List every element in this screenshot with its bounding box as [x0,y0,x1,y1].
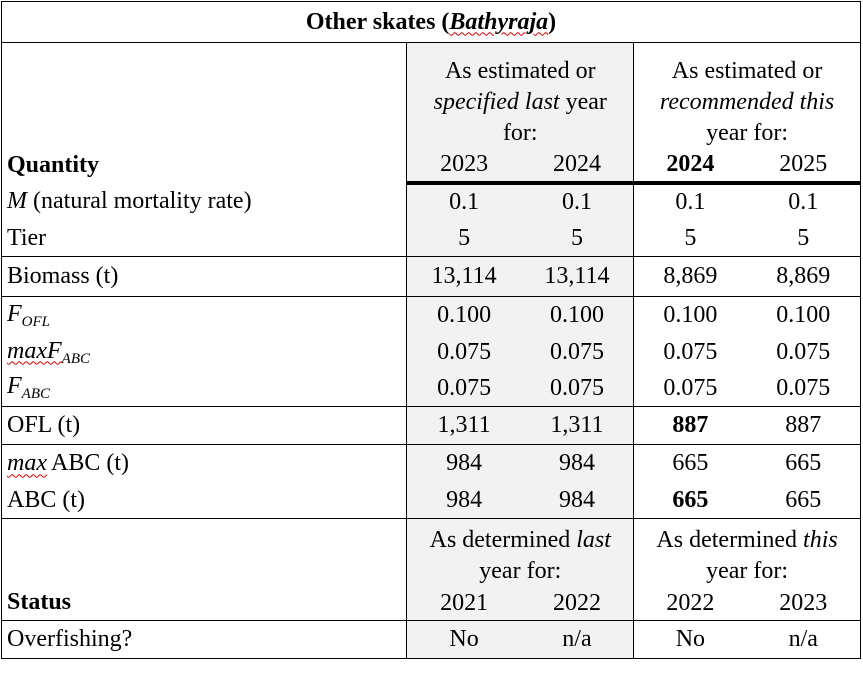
cell: 665 [746,482,861,519]
cell: 887 [746,406,861,445]
cell: 5 [406,220,521,257]
table-row: FOFL 0.100 0.100 0.100 0.100 [0,296,861,335]
cell: 0.075 [746,334,861,371]
cell: 0.1 [406,182,521,221]
cell: 0.100 [633,296,747,335]
cell: 0.075 [520,370,635,407]
table-row: Biomass (t) 13,114 13,114 8,869 8,869 [0,256,861,297]
status-this-header: As determined this year for: [633,518,861,587]
cell: n/a [746,620,861,659]
cell: No [633,620,747,659]
cell: 1,311 [520,406,635,445]
row-label: max ABC (t) [0,444,408,483]
cell: 984 [406,444,521,483]
cell: 0.075 [520,334,635,371]
cell: 887 [633,406,747,445]
row-label: OFL (t) [0,406,408,445]
cell: 0.075 [633,370,747,407]
row-label: maxFABC [0,334,408,371]
cell: 984 [520,444,635,483]
table-row: Overfishing? No n/a No n/a [0,620,861,659]
cell: 8,869 [746,256,861,297]
year-header: 2024 [520,148,635,185]
status-last-header: As determined last year for: [406,518,635,587]
quantity-header-row: Quantity As estimated or specified last … [0,42,861,183]
status-header-row: Status As determined last year for: As d… [0,518,861,621]
year-header: 2025 [746,148,861,185]
cell: 984 [520,482,635,519]
year-header: 2024 [633,148,747,185]
cell: No [406,620,521,659]
cell: 5 [633,220,747,257]
harvest-spec-table: Other skates (Bathyraja) Quantity As est… [0,1,861,659]
cell: 5 [520,220,635,257]
cell: 0.1 [746,182,861,221]
year-header: 2023 [406,148,521,185]
table-title: Other skates (Bathyraja) [1,1,861,43]
title-row: Other skates (Bathyraja) [1,1,861,43]
cell: 984 [406,482,521,519]
table-row: max ABC (t) 984 984 665 665 [0,444,861,483]
row-label: Tier [0,220,408,257]
year-header: 2021 [406,586,521,621]
cell: 0.1 [633,182,747,221]
cell: 5 [746,220,861,257]
this-year-header: As estimated or recommended this year fo… [633,42,861,149]
cell: n/a [520,620,635,659]
cell: 13,114 [520,256,635,297]
status-year-row: 2021 2022 2022 2023 [2,586,861,621]
row-label: FABC [0,370,408,407]
year-header: 2023 [746,586,861,621]
cell: 0.1 [520,182,635,221]
table-row: M (natural mortality rate) 0.1 0.1 0.1 0… [0,182,861,221]
table-row: FABC 0.075 0.075 0.075 0.075 [0,370,861,407]
cell: 0.075 [406,334,521,371]
cell: 13,114 [406,256,521,297]
cell: 0.075 [633,334,747,371]
year-header: 2022 [520,586,635,621]
row-label: Overfishing? [0,620,408,659]
cell: 0.075 [406,370,521,407]
cell: 665 [633,444,747,483]
cell: 665 [746,444,861,483]
table-row: ABC (t) 984 984 665 665 [0,482,861,519]
row-label: FOFL [0,296,408,335]
row-label: M (natural mortality rate) [0,182,408,221]
cell: 1,311 [406,406,521,445]
year-header: 2022 [633,586,747,621]
status-label: Status [0,518,408,621]
year-header-row: 2023 2024 2024 2025 [2,148,861,185]
cell: 8,869 [633,256,747,297]
row-label: ABC (t) [0,482,408,519]
cell: 0.100 [520,296,635,335]
cell: 665 [633,482,747,519]
cell: 0.100 [406,296,521,335]
table-row: maxFABC 0.075 0.075 0.075 0.075 [0,334,861,371]
cell: 0.075 [746,370,861,407]
table-row: OFL (t) 1,311 1,311 887 887 [0,406,861,445]
table-row: Tier 5 5 5 5 [0,220,861,257]
last-year-header: As estimated or specified last year for: [406,42,635,149]
row-label: Biomass (t) [0,256,408,297]
quantity-label: Quantity [0,42,408,183]
cell: 0.100 [746,296,861,335]
